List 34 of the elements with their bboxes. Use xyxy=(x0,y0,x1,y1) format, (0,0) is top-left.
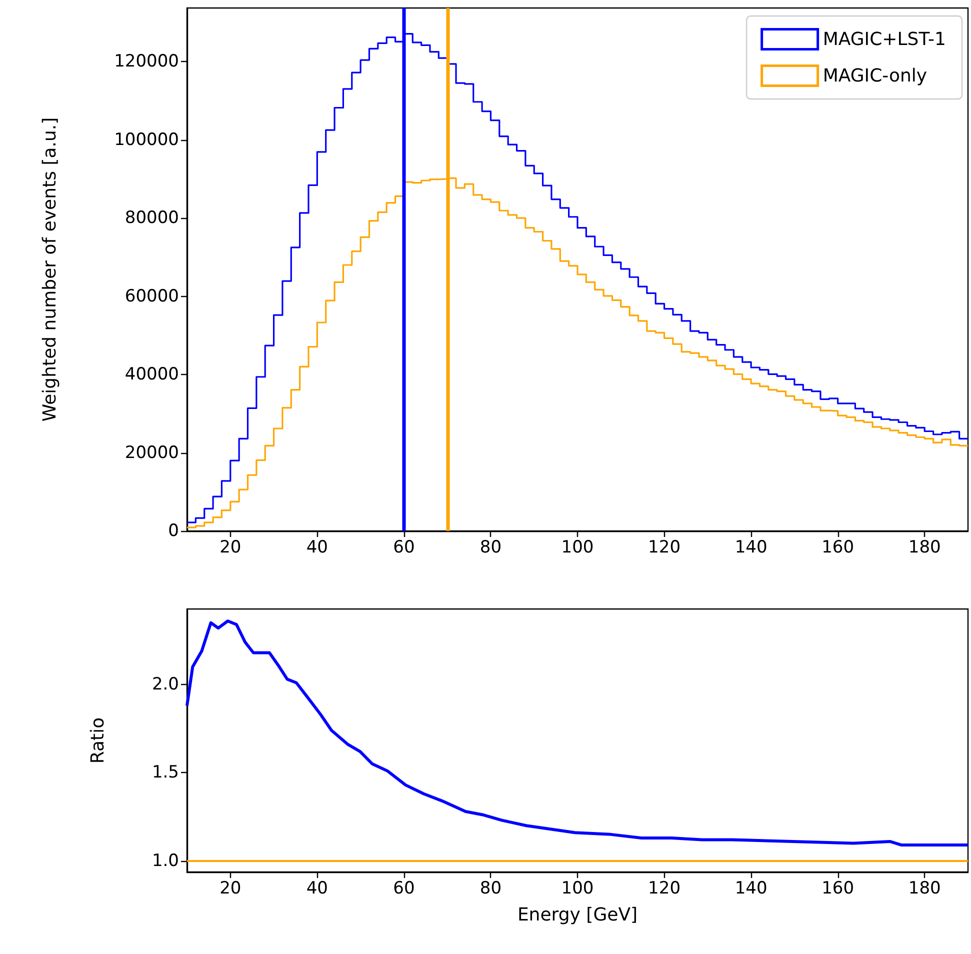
x-tick-label: 100 xyxy=(561,878,594,898)
x-tick-label: 180 xyxy=(908,538,941,558)
x-tick-label: 40 xyxy=(306,538,328,558)
y-tick-label: 1.0 xyxy=(152,850,179,871)
x-tick-label: 100 xyxy=(561,538,594,558)
line-series xyxy=(186,619,970,847)
y-tick-label: 2.0 xyxy=(152,674,179,694)
y-axis-title: Ratio xyxy=(88,717,108,764)
x-tick-label: 180 xyxy=(908,878,941,898)
x-tick-label: 40 xyxy=(306,878,328,898)
y-axis-title: Weighted number of events [a.u.] xyxy=(40,117,60,422)
legend-label: MAGIC+LST-1 xyxy=(822,28,946,50)
x-tick-label: 140 xyxy=(734,538,768,558)
x-tick-label: 20 xyxy=(220,878,242,898)
x-tick-label: 160 xyxy=(822,538,854,558)
y-tick-label: 120000 xyxy=(114,52,179,72)
x-tick-label: 60 xyxy=(393,538,415,558)
y-tick-label: 60000 xyxy=(124,286,179,306)
x-tick-label: 120 xyxy=(648,538,681,558)
legend-label: MAGIC-only xyxy=(822,65,928,86)
x-tick-label: 160 xyxy=(822,878,854,898)
y-tick-label: 20000 xyxy=(124,442,179,463)
x-tick-label: 20 xyxy=(220,538,242,558)
x-tick-label: 80 xyxy=(480,538,502,558)
y-tick-label: 100000 xyxy=(114,130,179,150)
y-tick-label: 1.5 xyxy=(152,762,179,783)
y-tick-label: 40000 xyxy=(124,364,179,385)
y-tick-label: 80000 xyxy=(124,208,179,228)
x-tick-label: 120 xyxy=(648,878,681,898)
x-tick-label: 80 xyxy=(480,878,502,898)
y-tick-label: 0 xyxy=(168,521,179,541)
x-axis-title: Energy [GeV] xyxy=(517,904,638,926)
x-tick-label: 60 xyxy=(393,878,415,898)
x-tick-label: 140 xyxy=(734,878,768,898)
